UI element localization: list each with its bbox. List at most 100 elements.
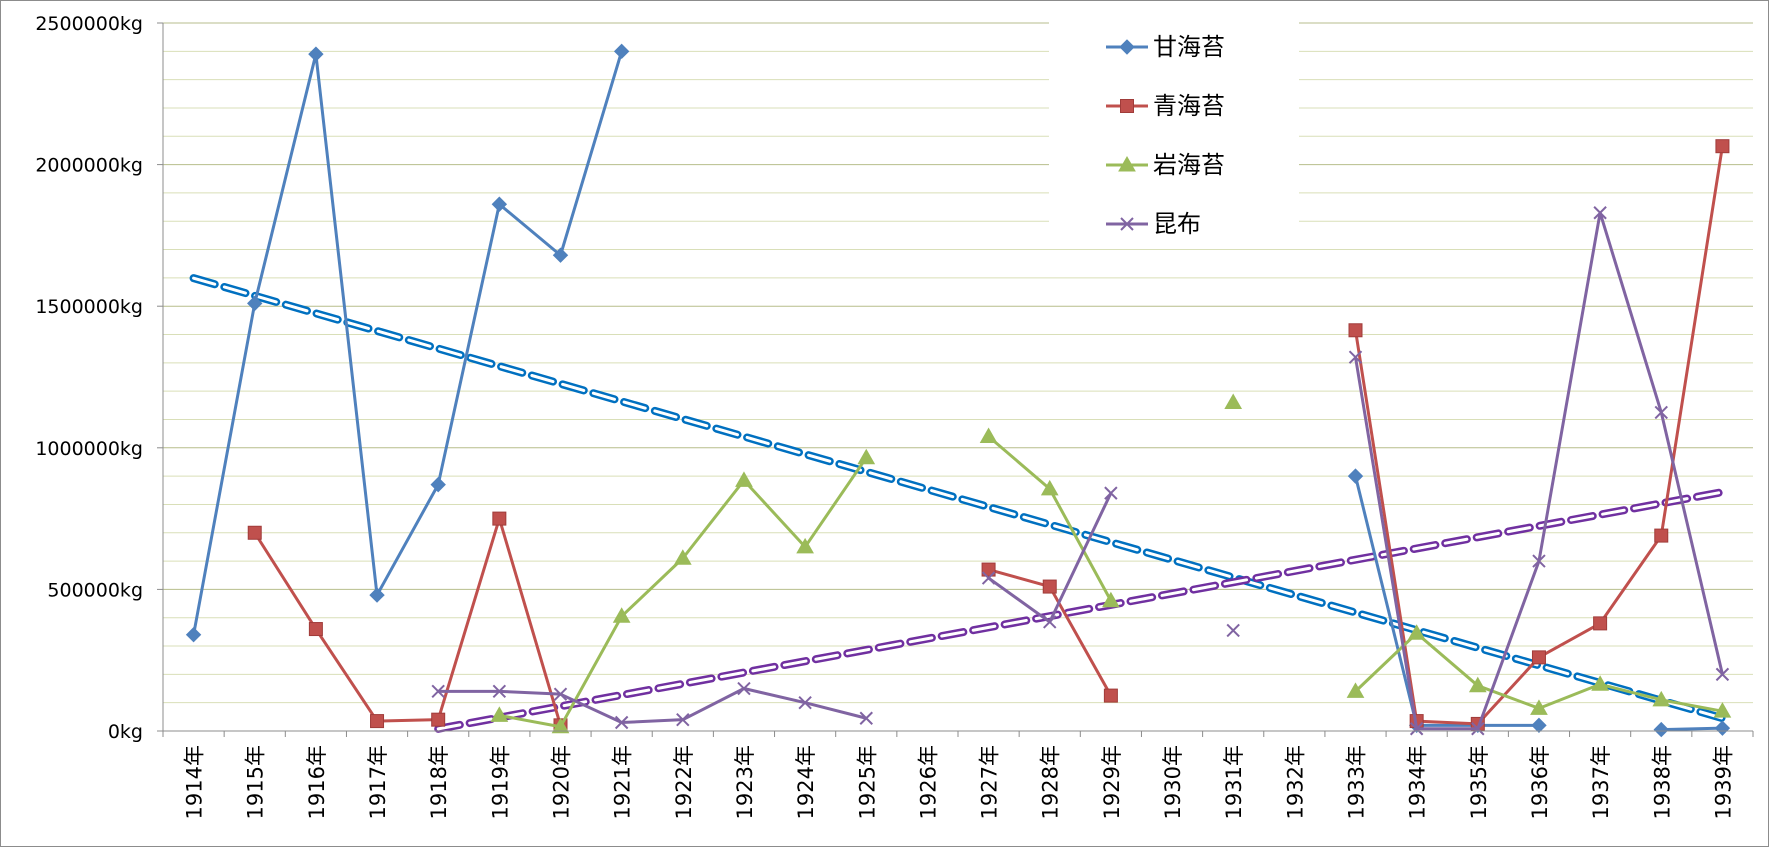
- data-point-konbu: [798, 695, 812, 710]
- y-tick-label: 500000kg: [47, 579, 143, 601]
- data-point-amanori: [430, 476, 446, 493]
- data-point-konbu: [553, 687, 568, 701]
- trendlines: [189, 274, 1727, 733]
- x-tick-label: 1935年: [1467, 745, 1491, 819]
- series-amanori: [185, 43, 1731, 738]
- data-point-iwanori: [1224, 393, 1243, 409]
- data-point-iwanori: [1652, 690, 1671, 707]
- x-tick-labels: 1914年 1915年 1916年 1917年 1918年 1919年 1920年 1921年…: [183, 745, 1736, 819]
- data-point-amanori: [1531, 717, 1547, 734]
- data-point-iwanori: [1040, 479, 1059, 496]
- data-point-aonori: [1531, 650, 1546, 665]
- y-tick-label: 0kg: [108, 721, 143, 743]
- series-konbu: [431, 206, 1730, 736]
- data-point-aonori: [492, 511, 507, 526]
- data-point-aonori: [1348, 323, 1363, 338]
- data-point-aonori: [1654, 528, 1669, 543]
- data-point-amanori: [613, 43, 630, 60]
- legend-swatch-marker: [1120, 99, 1134, 113]
- legend-swatch-marker: [1120, 217, 1134, 231]
- data-point-konbu: [492, 684, 507, 699]
- data-point-amanori: [491, 196, 508, 212]
- y-tick-label: 1000000kg: [35, 438, 143, 460]
- x-tick-label: 1937年: [1589, 745, 1613, 819]
- data-point-iwanori: [796, 537, 814, 554]
- data-point-aonori: [981, 562, 996, 577]
- x-tick-label: 1933年: [1345, 745, 1369, 819]
- data-point-konbu: [737, 681, 751, 696]
- data-point-iwanori: [1407, 624, 1426, 640]
- data-point-amanori: [308, 46, 324, 62]
- x-tick-label: 1927年: [978, 745, 1002, 819]
- x-tick-label: 1928年: [1039, 745, 1063, 819]
- data-point-iwanori: [1102, 591, 1120, 608]
- x-tick-label: 1936年: [1528, 745, 1552, 819]
- data-point-amanori: [369, 587, 385, 603]
- data-point-konbu: [1471, 722, 1485, 736]
- major-gridlines: [163, 22, 1753, 590]
- legend-swatch-marker: [1118, 155, 1136, 172]
- data-point-konbu: [1409, 722, 1424, 736]
- data-point-konbu: [1104, 486, 1118, 500]
- data-point-iwanori: [1530, 699, 1548, 715]
- x-tick-label: 1923年: [733, 745, 757, 819]
- data-point-iwanori: [857, 448, 876, 465]
- data-point-aonori: [1593, 616, 1608, 631]
- data-point-amanori: [1653, 721, 1669, 738]
- y-tick-label: 2000000kg: [35, 155, 143, 177]
- data-point-iwanori: [1713, 702, 1732, 718]
- data-point-iwanori: [1346, 682, 1365, 698]
- x-tick-label: 1938年: [1650, 745, 1674, 819]
- legend-item-amanori: 甘海苔: [1106, 33, 1225, 61]
- legend-label: 昆布: [1153, 210, 1201, 238]
- x-tick-label: 1919年: [488, 745, 512, 819]
- data-point-aonori: [1103, 688, 1118, 703]
- series-line-aonori: [253, 517, 562, 726]
- data-point-konbu: [1715, 667, 1730, 682]
- data-point-aonori: [1715, 139, 1730, 154]
- x-tick-label: 1920年: [550, 745, 574, 819]
- y-tick-label: 1500000kg: [35, 296, 143, 318]
- data-point-iwanori: [1591, 675, 1609, 691]
- legend-label: 甘海苔: [1153, 33, 1225, 61]
- data-point-konbu: [431, 684, 445, 699]
- legend-label: 岩海苔: [1153, 151, 1225, 179]
- data-point-konbu: [1348, 350, 1363, 364]
- x-tick-label: 1932年: [1283, 745, 1307, 819]
- x-tick-label: 1922年: [672, 745, 696, 819]
- data-point-konbu: [859, 711, 873, 725]
- data-point-iwanori: [735, 471, 753, 487]
- data-point-amanori: [247, 295, 263, 312]
- data-point-konbu: [1593, 206, 1607, 220]
- data-point-amanori: [1347, 468, 1364, 484]
- data-point-iwanori: [551, 717, 570, 734]
- y-tick-labels: 0kg 500000kg 1000000kg 1500000kg 2000000kg 25…: [35, 13, 143, 743]
- data-point-konbu: [1532, 554, 1546, 568]
- data-point-iwanori: [673, 549, 692, 565]
- axes: [157, 22, 1754, 737]
- legend-item-iwanori: 岩海苔: [1106, 151, 1225, 179]
- x-tick-label: 1914年: [183, 745, 207, 819]
- x-tick-label: 1924年: [794, 745, 818, 819]
- data-point-konbu: [614, 715, 629, 730]
- x-tick-label: 1930年: [1161, 745, 1185, 819]
- x-tick-label: 1921年: [611, 745, 635, 819]
- trendline-inner: [436, 490, 1724, 731]
- data-point-aonori: [1042, 579, 1057, 594]
- data-point-amanori: [552, 247, 569, 263]
- x-tick-label: 1918年: [427, 745, 451, 819]
- data-point-iwanori: [979, 427, 998, 443]
- data-point-konbu: [676, 712, 690, 727]
- trendline-inner: [192, 276, 1724, 720]
- series-iwanori: [490, 393, 1732, 734]
- data-point-konbu: [1654, 405, 1668, 420]
- legend-label: 青海苔: [1153, 92, 1225, 120]
- data-point-aonori: [247, 525, 262, 540]
- x-tick-label: 1929年: [1100, 745, 1124, 819]
- series-line-amanori: [1661, 726, 1723, 732]
- series-line-amanori: [1354, 475, 1539, 727]
- data-point-iwanori: [490, 706, 509, 722]
- data-point-konbu: [1226, 623, 1240, 638]
- x-tick-label: 1915年: [244, 745, 268, 819]
